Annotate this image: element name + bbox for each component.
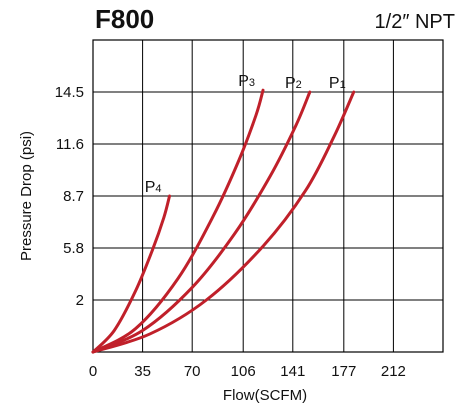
series-label-p4: P4 [145,179,162,196]
series-line-p2 [91,90,312,354]
y-tick-label: 14.5 [55,84,84,101]
series-label-number: 1 [340,79,346,91]
series-label-letter: P [329,75,340,92]
y-tick-label: 2 [76,292,84,309]
series-label-p3: P3 [238,73,255,90]
series-label-p2: P2 [285,75,302,92]
x-tick-label: 106 [231,363,256,380]
series-label-letter: P [238,73,249,90]
series-label-number: 4 [155,183,161,195]
chart-subtitle: 1/2″ NPT [375,11,455,33]
plot-frame [92,39,444,353]
x-tick-label: 70 [184,363,201,380]
x-tick-label: 177 [331,363,356,380]
series-label-number: 3 [249,77,255,89]
series-label-letter: P [285,75,296,92]
x-axis-label: Flow(SCFM) [223,387,307,404]
series-label-number: 2 [296,79,302,91]
grid [92,39,444,353]
y-tick-label: 5.8 [63,240,84,257]
x-tick-label: 0 [89,363,97,380]
x-tick-label: 212 [381,363,406,380]
series-lines [91,88,356,354]
series-line-p3 [91,88,265,354]
x-axis-ticks: 0 35 70 106 141 177 212 [89,363,406,380]
series-line-p1 [91,90,356,354]
y-axis-label: Pressure Drop (psi) [18,131,35,261]
y-tick-label: 11.6 [56,136,84,153]
series-label-p1: P1 [329,75,346,92]
series-label-letter: P [145,179,156,196]
x-tick-label: 35 [134,363,151,380]
y-axis-ticks: 2 5.8 8.7 11.6 14.5 [55,84,84,309]
x-tick-label: 141 [280,363,305,380]
series-line-p4 [91,194,172,354]
y-tick-label: 8.7 [63,188,84,205]
chart-title: F800 [95,4,154,34]
